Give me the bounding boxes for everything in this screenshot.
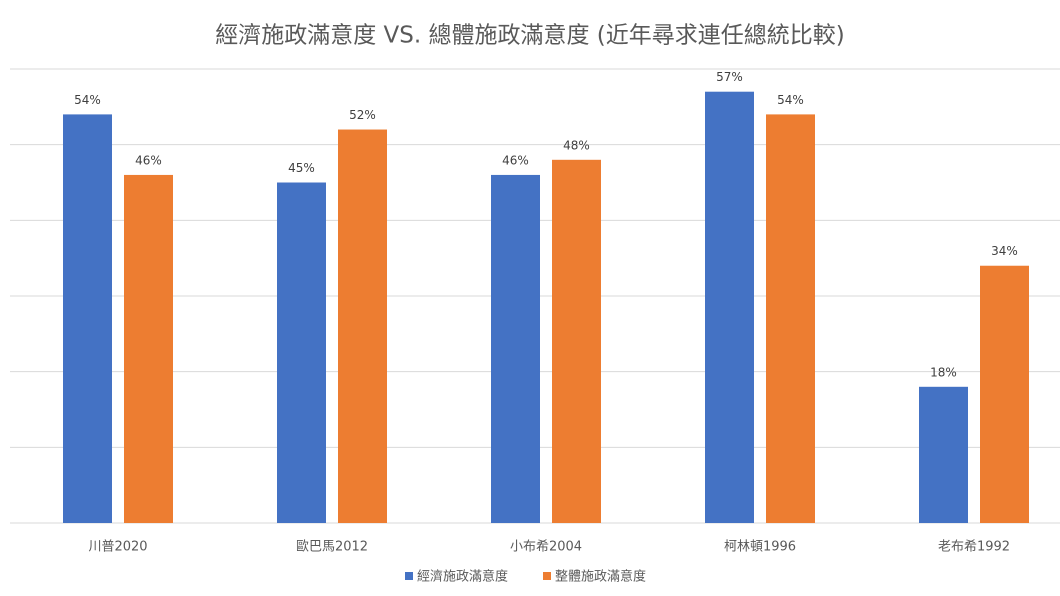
x-tick-label: 川普2020 xyxy=(88,540,147,555)
data-label: 48% xyxy=(563,138,590,152)
x-tick-label: 小布希2004 xyxy=(510,540,582,555)
data-label: 54% xyxy=(777,93,804,107)
bar xyxy=(766,114,815,524)
legend-swatch xyxy=(405,572,413,580)
bar xyxy=(919,386,968,523)
bar xyxy=(338,129,387,524)
bar xyxy=(980,265,1029,523)
data-label: 54% xyxy=(74,93,101,107)
data-label: 46% xyxy=(135,153,162,167)
x-tick-label: 柯林頓1996 xyxy=(724,540,796,555)
data-label: 46% xyxy=(502,153,529,167)
data-label: 18% xyxy=(930,365,957,379)
legend-swatch xyxy=(543,572,551,580)
legend-label: 整體施政滿意度 xyxy=(555,569,646,585)
data-label: 45% xyxy=(288,161,315,175)
bar xyxy=(705,91,754,523)
x-tick-label: 老布希1992 xyxy=(938,540,1010,555)
x-tick-label: 歐巴馬2012 xyxy=(296,540,368,555)
data-label: 34% xyxy=(991,244,1018,258)
data-label: 52% xyxy=(349,108,376,122)
bar xyxy=(277,182,326,523)
chart-title: 經濟施政滿意度 VS. 總體施政滿意度 (近年尋求連任總統比較) xyxy=(215,23,845,49)
data-label: 57% xyxy=(716,70,743,84)
bar xyxy=(63,114,112,524)
legend-label: 經濟施政滿意度 xyxy=(417,569,508,585)
bar xyxy=(124,174,173,523)
bar xyxy=(552,159,601,524)
bar xyxy=(491,174,540,523)
